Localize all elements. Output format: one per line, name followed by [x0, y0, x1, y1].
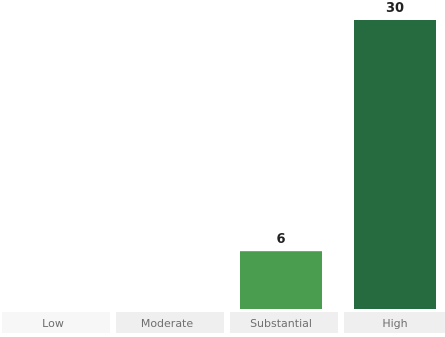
category-band-low: [2, 312, 110, 333]
bar-substantial[interactable]: [240, 251, 322, 309]
category-band-layer: [2, 312, 445, 333]
x-tick-label-high: High: [382, 317, 407, 330]
data-labels-layer: 6 30: [276, 1, 404, 247]
x-tick-label-moderate: Moderate: [141, 317, 194, 330]
category-band-substantial: [230, 312, 338, 333]
x-tick-labels-layer: Low Moderate Substantial High: [42, 317, 407, 330]
category-band-high: [344, 312, 445, 333]
data-label-substantial: 6: [276, 232, 285, 247]
x-tick-label-substantial: Substantial: [250, 317, 312, 330]
category-band-moderate: [116, 312, 224, 333]
x-tick-label-low: Low: [42, 317, 64, 330]
bar-high[interactable]: [354, 20, 436, 309]
data-label-high: 30: [386, 1, 404, 16]
bars-layer: [240, 20, 436, 309]
